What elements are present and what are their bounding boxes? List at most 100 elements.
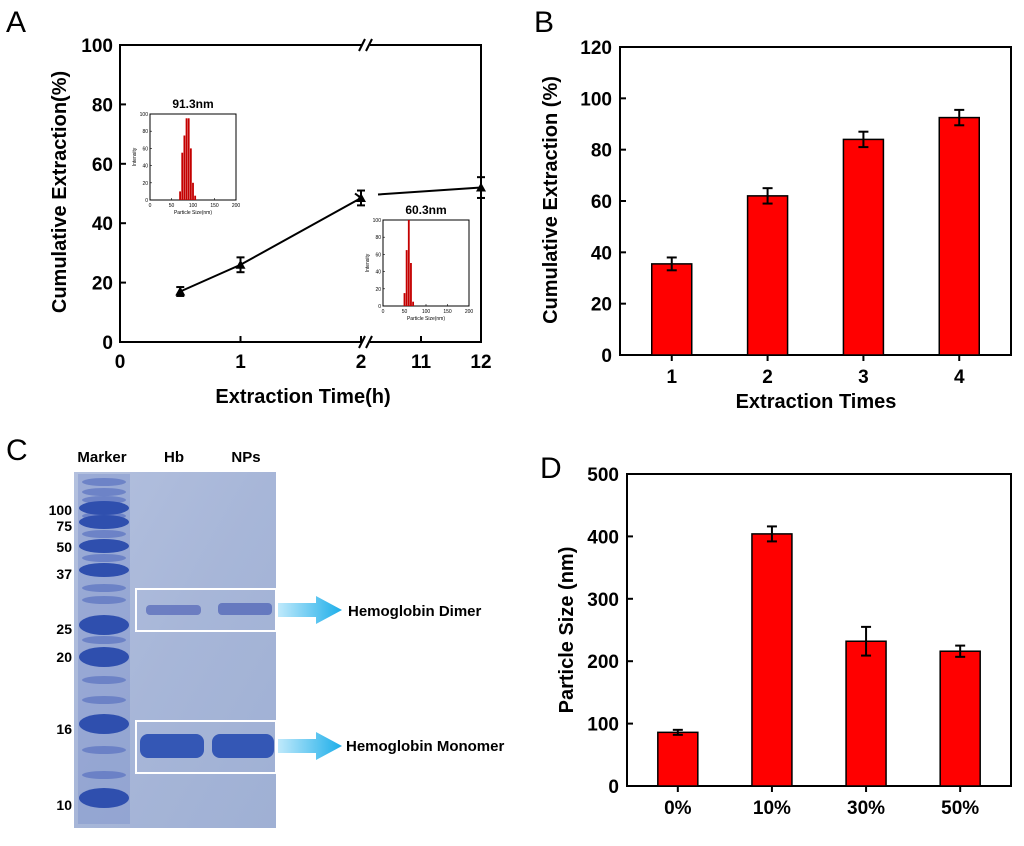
gel-marker-minor-band [82, 676, 126, 684]
panel-a-axis-break-mark-top [358, 38, 366, 52]
panel-b-x-axis-label: Extraction Times [736, 391, 897, 413]
inset-0-y-tick-label: 80 [142, 129, 148, 135]
panel-a-axis-break-gap-bottom [362, 336, 370, 348]
inset-1-x-tick-label: 200 [465, 309, 474, 315]
panel-a-y-tick-label: 20 [92, 274, 113, 295]
panel-d-category-label: 30% [847, 798, 885, 819]
panel-a-x-tick-label: 12 [470, 352, 491, 373]
gel-marker-minor-band [82, 746, 126, 754]
gel-marker-size-label: 25 [56, 621, 72, 637]
inset-0-bar [187, 118, 190, 200]
panel-d-bar [657, 731, 699, 787]
inset-1-bar [412, 301, 415, 306]
gel-dimer-label: Hemoglobin Dimer [348, 603, 482, 620]
panel-d-y-tick-label: 0 [608, 777, 619, 798]
panel-d-y-tick-label: 400 [587, 527, 619, 548]
panel-b-y-tick-label: 100 [580, 89, 612, 110]
monomer-arrow-icon [278, 732, 342, 760]
gel-marker-band [79, 788, 129, 808]
panel-d-category-label: 50% [941, 798, 979, 819]
gel-marker-band [79, 501, 129, 515]
panel-b-category-label: 3 [858, 367, 869, 388]
inset-0-bar [194, 195, 197, 200]
panel-a-data-point [356, 192, 366, 202]
gel-marker-minor-band [82, 554, 126, 562]
panel-a-data-point [235, 259, 246, 269]
gel-marker-band [79, 563, 129, 577]
gel-marker-minor-band [82, 478, 126, 486]
gel-marker-band [79, 714, 129, 734]
panel-b-category-label: 4 [954, 367, 965, 388]
panel-b-category-label: 1 [666, 367, 677, 388]
gel-band-hb-dimer [146, 605, 201, 615]
inset-1-bar [403, 293, 406, 306]
gel-marker-minor-band [82, 584, 126, 592]
gel-marker-minor-band [82, 530, 126, 538]
inset-1-y-tick-label: 100 [373, 218, 382, 224]
inset-1-bar [410, 263, 412, 306]
inset-1-x-tick-label: 100 [422, 309, 431, 315]
panel-a-y-tick-label: 0 [102, 333, 113, 354]
panel-a-y-tick-label: 60 [92, 155, 113, 176]
inset-0-x-tick-label: 200 [232, 203, 241, 209]
panel-d-bar [939, 650, 981, 787]
panel-d-y-tick-label: 500 [587, 465, 619, 486]
inset-0-x-tick-label: 50 [169, 203, 175, 209]
panel-a-line-segment [377, 186, 482, 196]
inset-1-x-tick-label: 150 [443, 309, 452, 315]
panel-d-y-axis-label: Particle Size (nm) [556, 547, 578, 714]
panel-b-y-tick-label: 120 [580, 38, 612, 59]
inset-0-x-axis-label: Particle Size(nm) [174, 210, 212, 216]
gel-dimer-box [135, 588, 277, 632]
gel-lane-marker-label: Marker [77, 449, 126, 466]
panel-a-y-axis-label: Cumulative Extraction(%) [49, 71, 71, 313]
inset-1-x-tick-label: 50 [402, 309, 408, 315]
panel-d-bar [751, 533, 793, 787]
panel-b-plot: 0 20 40 60 80 100 120 1 2 3 4 [580, 38, 1012, 388]
gel-band-nps-dimer [218, 603, 272, 615]
gel-marker-minor-band [82, 488, 126, 496]
panel-d-category-label: 10% [753, 798, 791, 819]
panel-b-y-tick-label: 20 [591, 295, 612, 316]
gel-band-nps-monomer [212, 734, 274, 758]
gel-marker-minor-band [82, 771, 126, 779]
inset-1-x-tick-label: 0 [382, 309, 385, 315]
panel-a-x-tick-label: 11 [411, 352, 432, 373]
inset-0-x-tick-label: 0 [149, 203, 152, 209]
panel-a-series [175, 176, 486, 297]
inset-0-y-tick-label: 100 [140, 112, 149, 118]
gel-marker-minor-band [82, 596, 126, 604]
inset-1-y-tick-label: 40 [375, 270, 381, 276]
inset-1-bar [407, 220, 410, 306]
panel-a-x-tick-label: 0 [115, 352, 126, 373]
panel-d-y-tick-label: 300 [587, 590, 619, 611]
panel-b-y-tick-label: 80 [591, 141, 612, 162]
panel-a-axis-break-mark-bottom [365, 335, 373, 349]
panel-a-inset-1: 91.3nm 0 20 40 60 80 100 0 50 100 150 200 Particle S… [132, 97, 240, 216]
gel-marker-size-label: 10 [56, 797, 72, 813]
inset-0-y-tick-label: 20 [142, 181, 148, 187]
panel-c-label: C [6, 434, 28, 467]
inset-0-bar [189, 148, 192, 200]
inset-0-title: 91.3nm [172, 97, 213, 111]
panel-b-y-tick-label: 60 [591, 192, 612, 213]
panel-b-y-tick-label: 0 [601, 346, 612, 367]
panel-a-inset-2: 60.3nm 0 20 40 60 80 100 0 50 100 150 200 Particle S… [365, 203, 473, 322]
inset-1-y-tick-label: 0 [378, 304, 381, 310]
inset-0-y-axis-label: Intensity [132, 147, 138, 166]
inset-0-x-tick-label: 100 [189, 203, 198, 209]
panel-b-bar [842, 138, 885, 356]
inset-0-bar [181, 152, 184, 200]
panel-d-plot: 0 100 200 300 400 500 0% 10% 30% 50% [587, 465, 1012, 819]
gel-monomer-box [135, 720, 277, 774]
panel-a-y-tick-label: 100 [81, 36, 113, 57]
panel-b-bar-chart: B 0 20 40 60 80 100 120 1 2 3 4 Extraction Times C… [534, 6, 1012, 413]
panel-b-y-axis-label: Cumulative Extraction (%) [540, 76, 562, 324]
inset-1-y-tick-label: 60 [375, 252, 381, 258]
gel-marker-band [79, 539, 129, 553]
inset-1-x-axis-label: Particle Size(nm) [407, 316, 445, 322]
